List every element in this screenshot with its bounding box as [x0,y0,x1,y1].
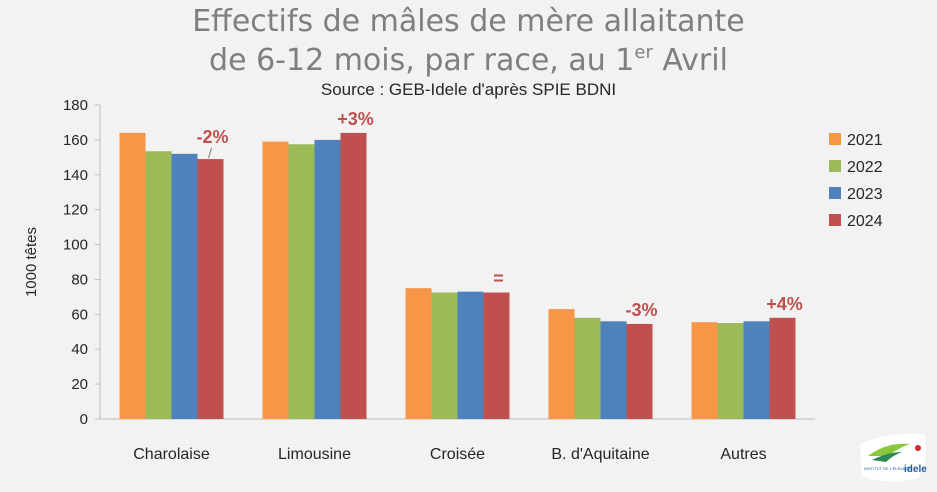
annotation-label: +4% [766,294,803,314]
bar [197,159,224,420]
y-tick-label: 0 [80,411,88,428]
legend-label: 2022 [847,159,883,176]
annotation-label: -2% [196,127,228,147]
bar [483,292,510,419]
y-tick-label: 120 [63,202,88,219]
bar [431,292,458,419]
x-tick-label: Autres [720,446,766,463]
bar [743,321,770,419]
x-tick-label: Charolaise [133,446,210,463]
y-tick-label: 40 [71,341,88,358]
legend-swatch [829,214,841,226]
bar [574,317,601,419]
bar [262,141,289,419]
chart-subtitle: Source : GEB-Idele d'après SPIE BDNI [320,80,617,99]
y-tick-label: 180 [63,97,88,114]
chart-title-line2-end: Avril [652,43,728,78]
legend-label: 2024 [847,213,883,230]
y-axis-label: 1000 têtes [23,227,40,297]
annotation-label: +3% [337,109,374,129]
bar [626,323,653,419]
bar [405,288,432,419]
bar [769,317,796,419]
logo-swoosh-icon [868,443,910,456]
y-tick-label: 160 [63,132,88,149]
x-tick-label: Croisée [430,446,485,463]
chart-title-line2-main: de 6-12 mois, par race, au 1 [209,43,635,78]
bar [171,153,198,419]
y-tick-label: 80 [71,271,88,288]
idele-logo: INSTITUT DE L'ÉLEVAGE idele [860,433,927,482]
annotation-label: -3% [625,300,657,320]
x-tick-label: Limousine [278,446,351,463]
logo-dot-icon [915,445,921,451]
y-tick-label: 100 [63,237,88,254]
bar [717,323,744,419]
bar [691,322,718,419]
logo-shape [860,433,926,482]
annotation-leader-line [208,147,212,159]
legend-label: 2023 [847,186,883,203]
bar [457,291,484,419]
bar [548,309,575,419]
x-tick-label: B. d'Aquitaine [551,446,649,463]
logo-swoosh-green-icon [872,452,902,462]
chart-title-line1: Effectifs de mâles de mère allaitante [192,4,745,39]
bar [119,132,146,419]
bar [145,151,172,419]
chart-title-line2: de 6-12 mois, par race, au 1er Avril [0,42,937,78]
y-tick-label: 140 [63,167,88,184]
chart-title-superscript: er [634,42,653,63]
annotation-label: = [493,269,504,289]
y-tick-label: 60 [71,306,88,323]
bar [340,132,367,419]
logo-small-text: INSTITUT DE L'ÉLEVAGE [864,466,911,471]
bar [314,139,341,419]
legend-swatch [829,133,841,145]
y-tick-label: 20 [71,376,88,393]
bar [600,321,627,419]
bar [288,144,315,419]
legend-swatch [829,160,841,172]
logo-brand-text: idele [904,464,927,475]
legend-swatch [829,187,841,199]
legend-label: 2021 [847,132,883,149]
